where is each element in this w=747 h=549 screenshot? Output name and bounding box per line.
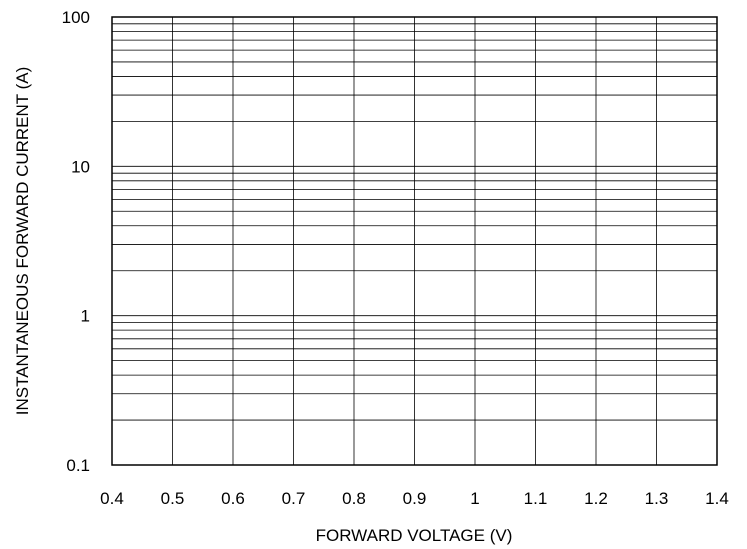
x-tick-label: 0.6 <box>221 489 245 508</box>
x-tick-label: 1.4 <box>705 489 729 508</box>
x-tick-label: 0.9 <box>403 489 427 508</box>
y-tick-label: 1 <box>81 307 90 326</box>
y-tick-label: 0.1 <box>66 456 90 475</box>
x-tick-labels: 0.4 0.5 0.6 0.7 0.8 0.9 1 1.1 1.2 1.3 1.4 <box>100 489 729 508</box>
y-tick-label: 100 <box>62 8 90 27</box>
x-tick-label: 1 <box>470 489 479 508</box>
grid <box>111 17 718 466</box>
x-axis-label: FORWARD VOLTAGE (V) <box>316 526 513 545</box>
x-tick-label: 0.7 <box>282 489 306 508</box>
x-tick-label: 1.1 <box>524 489 548 508</box>
plot-frame <box>111 16 718 466</box>
x-tick-label: 0.5 <box>161 489 185 508</box>
x-tick-label: 0.8 <box>342 489 366 508</box>
y-tick-label: 10 <box>71 157 90 176</box>
x-tick-label: 0.4 <box>100 489 124 508</box>
x-tick-label: 1.3 <box>645 489 669 508</box>
y-axis-label: INSTANTANEOUS FORWARD CURRENT (A) <box>13 67 32 416</box>
x-tick-label: 1.2 <box>584 489 608 508</box>
y-tick-labels: 0.1 1 10 100 <box>62 8 90 475</box>
